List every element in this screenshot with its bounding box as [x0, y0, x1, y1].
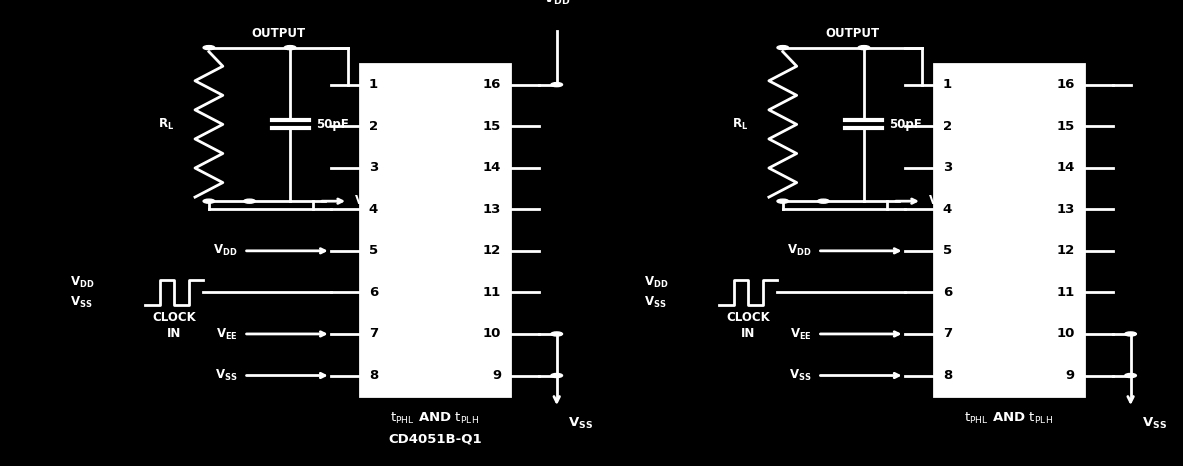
- Text: 5: 5: [943, 244, 952, 257]
- Text: 5: 5: [369, 244, 379, 257]
- Text: $\mathbf{V_{DD}}$: $\mathbf{V_{DD}}$: [788, 243, 812, 258]
- Text: OUTPUT: OUTPUT: [252, 27, 305, 40]
- Text: $\mathrm{t_{PHL}}$ AND $\mathrm{t_{PLH}}$: $\mathrm{t_{PHL}}$ AND $\mathrm{t_{PLH}}…: [964, 411, 1053, 426]
- Text: 2: 2: [369, 120, 379, 133]
- Text: 4: 4: [369, 203, 379, 216]
- Circle shape: [551, 332, 563, 336]
- Text: 50pF: 50pF: [316, 118, 348, 131]
- Text: 7: 7: [943, 328, 952, 341]
- Circle shape: [203, 199, 215, 203]
- Text: 6: 6: [943, 286, 952, 299]
- Text: 2: 2: [943, 120, 952, 133]
- Text: $\mathbf{V_{SS}}$: $\mathbf{V_{SS}}$: [215, 368, 238, 383]
- Text: 14: 14: [1056, 161, 1075, 174]
- Text: 3: 3: [943, 161, 952, 174]
- Circle shape: [551, 82, 563, 87]
- Text: 13: 13: [483, 203, 502, 216]
- Text: 9: 9: [492, 369, 502, 382]
- Text: 7: 7: [369, 328, 379, 341]
- Text: $\mathbf{R_L}$: $\mathbf{R_L}$: [159, 117, 174, 132]
- Text: $\mathbf{V_{SS}}$: $\mathbf{V_{SS}}$: [568, 416, 594, 431]
- Circle shape: [203, 46, 215, 50]
- Text: $\mathbf{V_{SS}}$: $\mathbf{V_{SS}}$: [644, 295, 666, 310]
- Text: CLOCK: CLOCK: [153, 311, 196, 324]
- Text: 10: 10: [483, 328, 502, 341]
- Text: $\mathbf{V_{SS}}$: $\mathbf{V_{SS}}$: [789, 368, 812, 383]
- Text: 6: 6: [369, 286, 379, 299]
- Circle shape: [777, 46, 789, 50]
- Text: 4: 4: [943, 203, 952, 216]
- Text: $\mathbf{V_{EE}}$: $\mathbf{V_{EE}}$: [354, 194, 376, 209]
- Text: 8: 8: [369, 369, 379, 382]
- Text: $\mathbf{V_{EE}}$: $\mathbf{V_{EE}}$: [927, 194, 950, 209]
- Text: $\mathbf{V_{DD}}$: $\mathbf{V_{DD}}$: [644, 275, 668, 290]
- Circle shape: [777, 199, 789, 203]
- Circle shape: [1125, 373, 1137, 377]
- Text: 9: 9: [1066, 369, 1075, 382]
- Text: 50pF: 50pF: [890, 118, 923, 131]
- Text: 8: 8: [943, 369, 952, 382]
- Text: $\mathbf{R_L}$: $\mathbf{R_L}$: [732, 117, 748, 132]
- Text: 12: 12: [1056, 244, 1075, 257]
- Text: 11: 11: [1056, 286, 1075, 299]
- Text: 10: 10: [1056, 328, 1075, 341]
- Text: 16: 16: [483, 78, 502, 91]
- Circle shape: [858, 46, 870, 50]
- Text: 15: 15: [1056, 120, 1075, 133]
- Text: $\mathbf{V_{DD}}$: $\mathbf{V_{DD}}$: [213, 243, 238, 258]
- Text: 11: 11: [483, 286, 502, 299]
- Circle shape: [1125, 332, 1137, 336]
- Bar: [360, 64, 510, 396]
- Circle shape: [551, 373, 563, 377]
- Bar: [933, 64, 1085, 396]
- Text: 1: 1: [369, 78, 379, 91]
- Text: 12: 12: [483, 244, 502, 257]
- Text: IN: IN: [167, 327, 181, 340]
- Circle shape: [244, 199, 256, 203]
- Text: CLOCK: CLOCK: [726, 311, 770, 324]
- Circle shape: [817, 199, 829, 203]
- Text: $\mathbf{V_{DD}}$: $\mathbf{V_{DD}}$: [70, 275, 95, 290]
- Text: 3: 3: [369, 161, 379, 174]
- Text: $\mathbf{V_{EE}}$: $\mathbf{V_{EE}}$: [790, 326, 812, 342]
- Text: 1: 1: [943, 78, 952, 91]
- Text: $\mathbf{V_{SS}}$: $\mathbf{V_{SS}}$: [1143, 416, 1168, 431]
- Circle shape: [284, 46, 296, 50]
- Text: OUTPUT: OUTPUT: [826, 27, 879, 40]
- Text: 13: 13: [1056, 203, 1075, 216]
- Text: 16: 16: [1056, 78, 1075, 91]
- Text: 15: 15: [483, 120, 502, 133]
- Text: 14: 14: [483, 161, 502, 174]
- Text: $\mathbf{V_{SS}}$: $\mathbf{V_{SS}}$: [70, 295, 92, 310]
- Text: IN: IN: [741, 327, 755, 340]
- Text: $\mathbf{V_{EE}}$: $\mathbf{V_{EE}}$: [216, 326, 238, 342]
- Text: CD4051B-Q1: CD4051B-Q1: [388, 432, 481, 445]
- Text: $\mathbf{V_{DD}}$: $\mathbf{V_{DD}}$: [543, 0, 570, 7]
- Text: $\mathrm{t_{PHL}}$ AND $\mathrm{t_{PLH}}$: $\mathrm{t_{PHL}}$ AND $\mathrm{t_{PLH}}…: [390, 411, 479, 426]
